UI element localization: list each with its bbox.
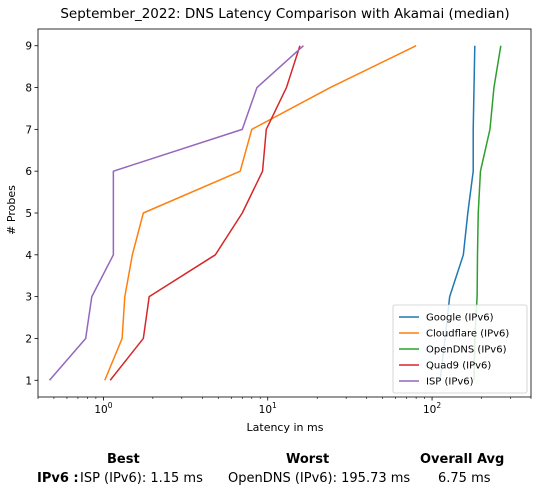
x-tick-label: 100 — [94, 401, 112, 416]
summary-worst-value: OpenDNS (IPv6): 195.73 ms — [228, 471, 411, 486]
y-tick-label: 9 — [25, 41, 32, 53]
x-tick-label: 102 — [423, 401, 441, 416]
legend-box — [392, 304, 528, 394]
y-tick-label: 4 — [25, 250, 32, 262]
y-tick-label: 5 — [25, 208, 32, 220]
summary-row-label: IPv6 : — [37, 471, 79, 486]
legend: Google (IPv6) Cloudflare (IPv6) OpenDNS (I… — [392, 304, 528, 394]
legend-entry: Cloudflare (IPv6) — [426, 329, 509, 340]
x-tick-label: 101 — [259, 401, 277, 416]
summary-avg-value: 6.75 ms — [438, 471, 491, 486]
legend-entry: Quad9 (IPv6) — [426, 361, 491, 372]
x-axis-label: Latency in ms — [247, 421, 324, 434]
series-line-quad9-ipv6 — [109, 45, 301, 381]
y-tick-label: 6 — [25, 166, 32, 178]
series-line-cloudflare-ipv6 — [104, 45, 417, 381]
summary-header-best: Best — [107, 452, 140, 467]
summary-header-avg: Overall Avg — [420, 452, 505, 467]
y-tick-label: 8 — [25, 83, 32, 95]
y-tick-label: 1 — [25, 375, 32, 387]
y-tick-label: 7 — [25, 124, 32, 136]
y-tick-label: 3 — [25, 292, 32, 304]
summary-table: Best Worst Overall Avg IPv6 : ISP (IPv6)… — [0, 448, 541, 496]
y-tick-label: 2 — [25, 333, 32, 345]
legend-entry: Google (IPv6) — [426, 313, 494, 324]
summary-header-worst: Worst — [286, 452, 330, 467]
series-line-isp-ipv6 — [48, 45, 304, 381]
legend-entry: ISP (IPv6) — [426, 377, 474, 388]
summary-best-value: ISP (IPv6): 1.15 ms — [80, 471, 203, 486]
chart-title: September_2022: DNS Latency Comparison w… — [60, 6, 509, 22]
legend-entry: OpenDNS (IPv6) — [426, 345, 507, 356]
y-axis-label: # Probes — [5, 185, 18, 235]
chart: September_2022: DNS Latency Comparison w… — [5, 6, 532, 434]
